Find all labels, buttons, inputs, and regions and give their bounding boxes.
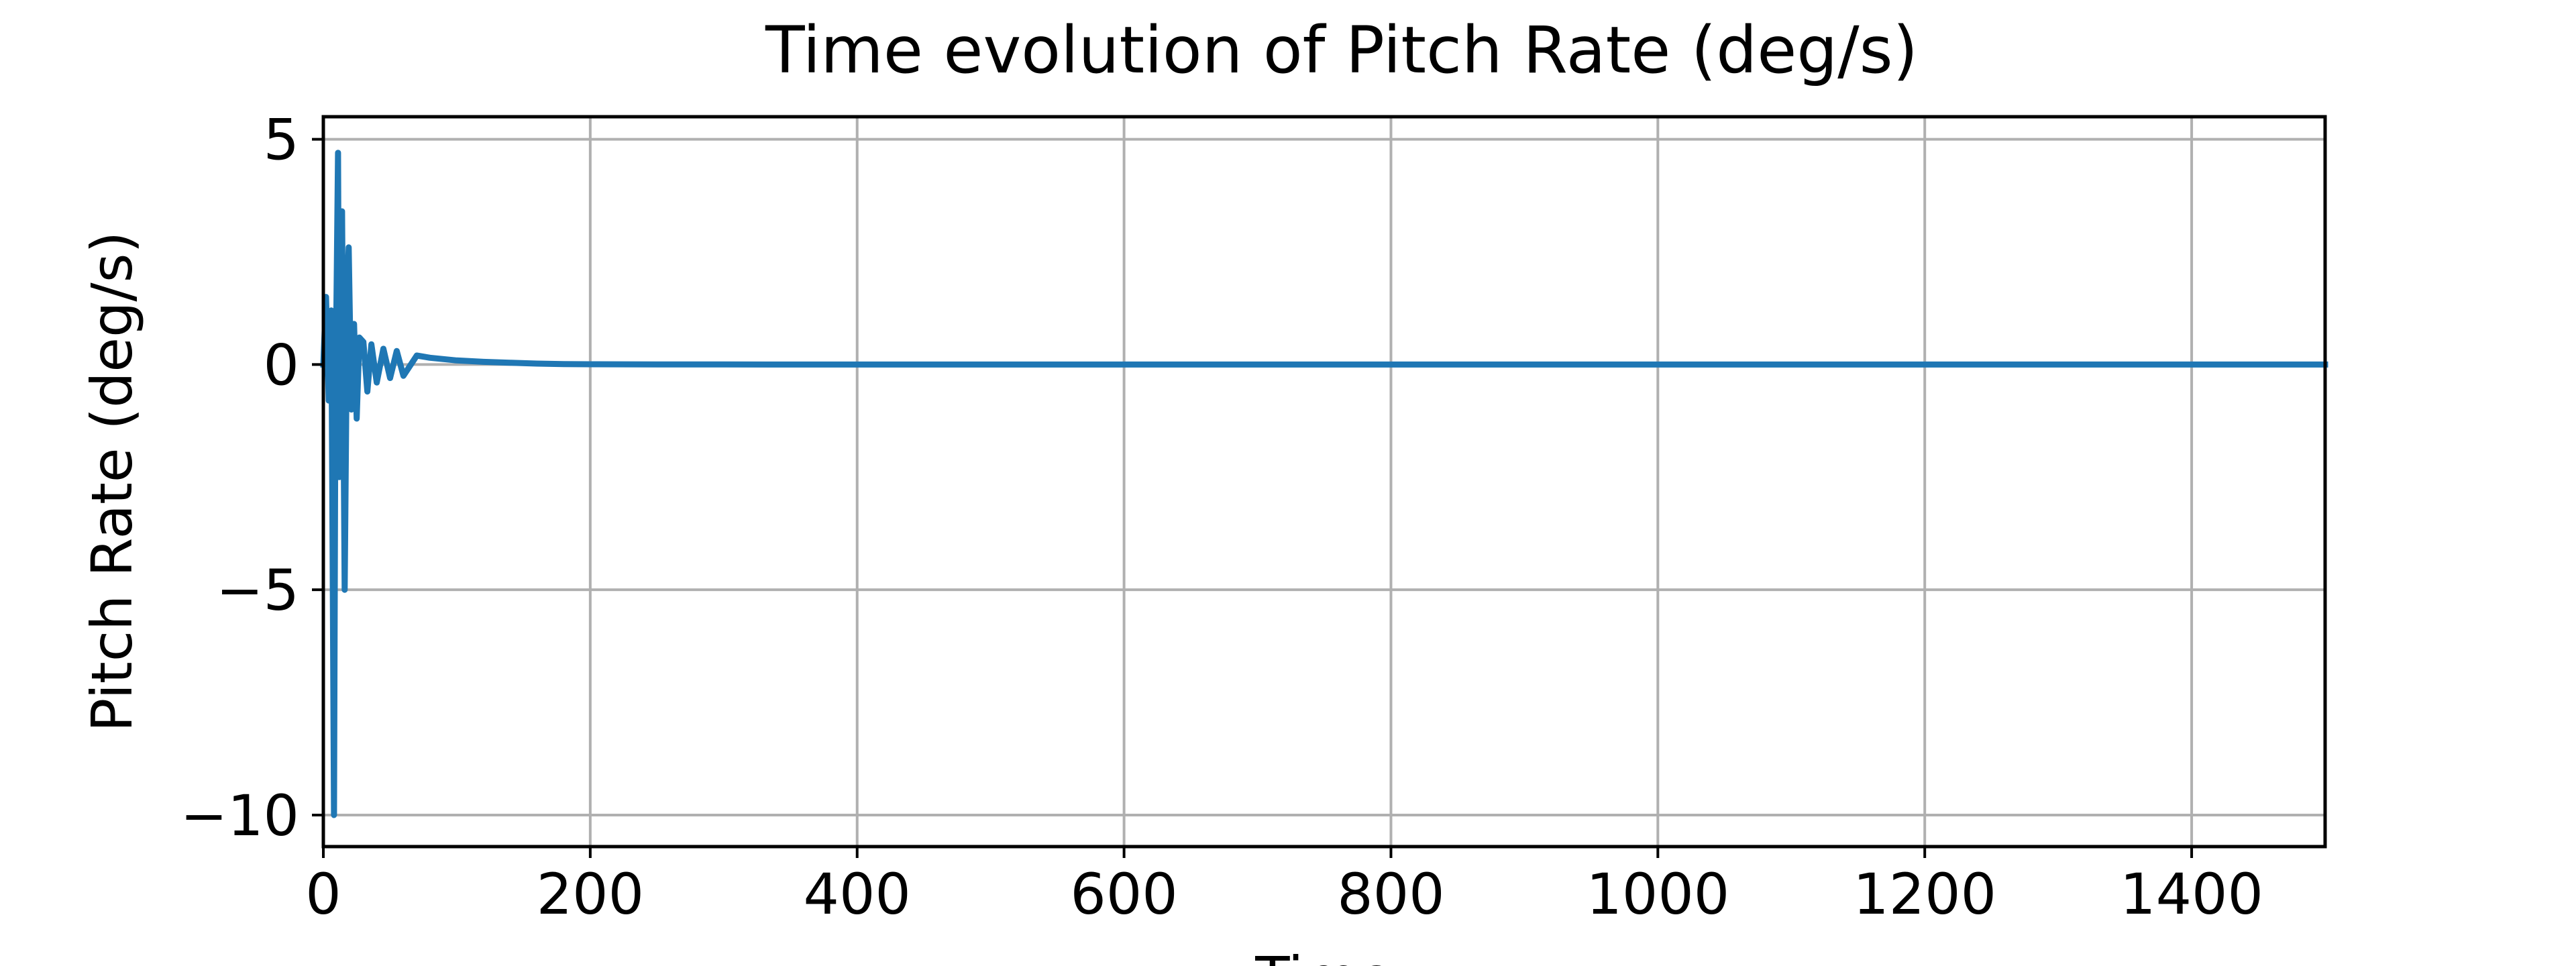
axis-ticks: 0 200 400 600 800 1000 1200 1400 5 0 −5 −10 [180,107,2263,927]
y-tick-label: 0 [264,332,299,398]
x-tick-label: 1200 [1853,861,1996,927]
y-tick-label: −5 [216,557,299,623]
plot-area [320,150,2328,818]
x-tick-label: 1400 [2120,861,2263,927]
y-tick-label: −10 [180,783,299,849]
y-axis-label: Pitch Rate (deg/s) [79,231,145,732]
x-tick-label: 0 [305,861,341,927]
x-tick-label: 200 [537,861,644,927]
x-tick-label: 800 [1337,861,1444,927]
x-axis-label: Time [1254,945,1393,966]
series-line [320,150,2328,818]
x-tick-label: 600 [1070,861,1177,927]
x-tick-label: 400 [804,861,911,927]
plot-frame [321,115,2327,849]
y-tick-label: 5 [264,107,299,173]
chart-title: Time evolution of Pitch Rate (deg/s) [765,13,1918,88]
x-tick-label: 1000 [1586,861,1729,927]
